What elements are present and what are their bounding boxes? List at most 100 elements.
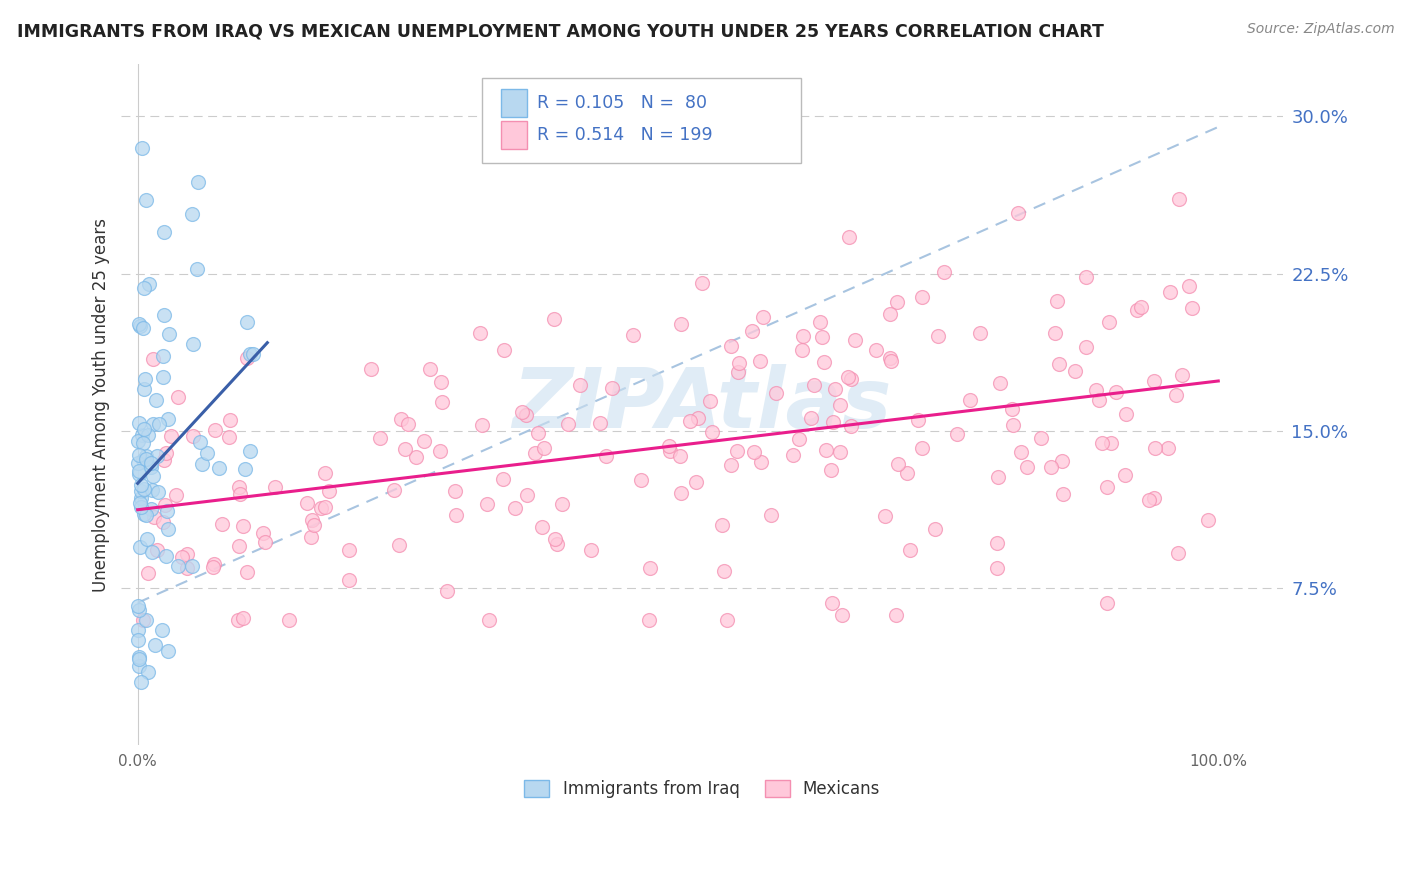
Point (337, 573, 360, 587)
Point (232, 518, 254, 533)
Point (360, 362, 382, 376)
Point (699, 394, 721, 409)
Point (546, 537, 568, 551)
Point (1088, 392, 1111, 407)
Point (510, 405, 533, 419)
Point (880, 354, 903, 368)
Point (152, 515, 174, 529)
Point (136, 566, 159, 580)
Point (204, 424, 226, 438)
Point (180, 207, 202, 221)
Point (302, 518, 325, 533)
Point (1007, 206, 1029, 220)
Point (1010, 445, 1032, 459)
Point (638, 613, 661, 627)
Y-axis label: Unemployment Among Youth under 25 years: Unemployment Among Youth under 25 years (93, 218, 110, 591)
Point (152, 350, 174, 364)
Point (813, 354, 835, 368)
Point (803, 377, 825, 392)
Point (544, 532, 567, 546)
Point (679, 414, 702, 428)
Point (176, 547, 198, 561)
Point (792, 329, 814, 343)
Point (228, 539, 250, 553)
Point (135, 613, 157, 627)
Point (531, 520, 554, 534)
Point (170, 549, 193, 564)
Legend: Immigrants from Iraq, Mexicans: Immigrants from Iraq, Mexicans (517, 773, 887, 805)
Point (751, 310, 773, 325)
Point (595, 450, 617, 464)
Point (589, 416, 612, 430)
Point (128, 464, 150, 478)
Point (526, 425, 548, 440)
Point (820, 463, 842, 477)
Point (658, 439, 681, 453)
Point (131, 428, 153, 442)
Point (436, 584, 458, 599)
Point (218, 413, 240, 427)
Point (896, 467, 918, 481)
Point (1181, 301, 1204, 315)
Point (139, 501, 162, 516)
Point (202, 558, 225, 572)
Point (239, 347, 262, 361)
Point (152, 370, 174, 384)
Text: IMMIGRANTS FROM IRAQ VS MEXICAN UNEMPLOYMENT AMONG YOUTH UNDER 25 YEARS CORRELAT: IMMIGRANTS FROM IRAQ VS MEXICAN UNEMPLOY… (17, 22, 1104, 40)
Point (444, 484, 467, 499)
Point (129, 500, 152, 514)
Point (129, 483, 152, 498)
Point (543, 312, 565, 326)
Point (749, 455, 772, 469)
Point (475, 497, 498, 511)
Point (252, 526, 274, 541)
Point (226, 613, 249, 627)
Point (388, 538, 411, 552)
Point (236, 315, 259, 329)
Point (884, 607, 907, 622)
Point (242, 347, 264, 361)
Point (468, 326, 491, 340)
Point (136, 533, 159, 547)
Point (911, 290, 934, 304)
Point (131, 436, 153, 450)
Point (492, 472, 515, 486)
Point (314, 500, 336, 515)
Point (579, 542, 602, 557)
Point (728, 356, 751, 370)
Point (132, 421, 155, 435)
Point (875, 509, 897, 524)
Point (1115, 408, 1137, 422)
Point (143, 638, 166, 652)
Point (128, 540, 150, 554)
Text: Source: ZipAtlas.com: Source: ZipAtlas.com (1247, 22, 1395, 37)
Point (136, 665, 159, 679)
Point (211, 517, 233, 532)
Point (959, 392, 981, 407)
Point (254, 535, 277, 549)
Point (1052, 487, 1074, 501)
Point (669, 318, 692, 332)
Point (382, 483, 405, 497)
Point (186, 261, 208, 276)
Point (146, 543, 169, 558)
Point (898, 543, 921, 558)
Point (155, 549, 177, 563)
Point (568, 378, 591, 392)
Point (700, 425, 723, 439)
Point (865, 343, 887, 357)
Point (934, 264, 956, 278)
Point (1099, 435, 1122, 450)
Point (1167, 546, 1189, 560)
Point (720, 458, 742, 472)
Text: R = 0.105   N =  80: R = 0.105 N = 80 (537, 94, 707, 112)
Point (135, 508, 157, 522)
Point (318, 484, 340, 499)
Point (368, 431, 391, 445)
Point (782, 448, 804, 462)
Point (429, 443, 451, 458)
Point (1049, 357, 1071, 371)
Point (394, 442, 416, 456)
Point (492, 343, 515, 358)
Point (228, 480, 250, 494)
